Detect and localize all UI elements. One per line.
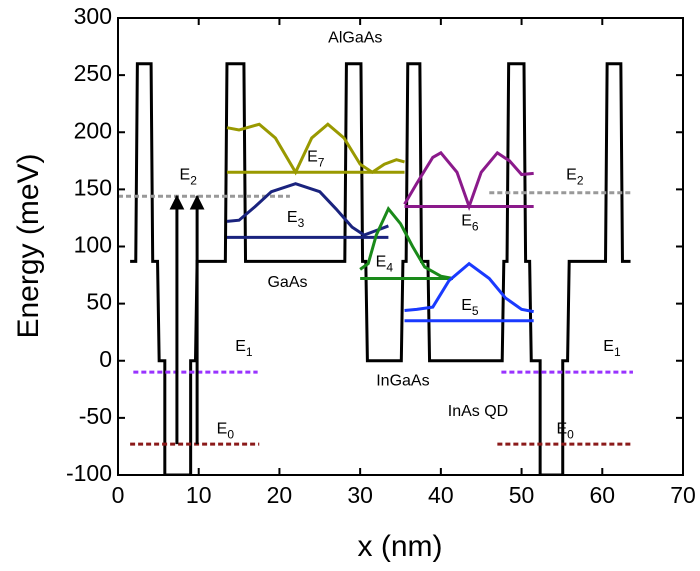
annotation: E6 — [461, 213, 479, 234]
annotation-subscript: 3 — [298, 216, 305, 230]
curve — [404, 261, 534, 314]
annotation-text: E — [287, 209, 298, 226]
curve — [226, 122, 405, 176]
annotation-subscript: 2 — [577, 174, 584, 188]
annotation: GaAs — [267, 274, 307, 291]
y-tick-label: 100 — [74, 232, 112, 258]
annotation: InAs QD — [448, 403, 508, 420]
annotation: E2 — [180, 167, 198, 188]
annotation: E3 — [287, 209, 305, 230]
annotation: E1 — [603, 338, 621, 359]
x-tick-label: 10 — [186, 482, 212, 508]
x-tick-label: 0 — [112, 482, 125, 508]
annotation: E4 — [376, 254, 394, 275]
y-tick-label: 150 — [74, 174, 112, 200]
annotation-text: E — [566, 167, 577, 184]
annotation-text: E — [603, 338, 614, 355]
annotation-subscript: 0 — [567, 427, 574, 441]
annotation-subscript: 2 — [190, 174, 197, 188]
annotation-text: InAs QD — [448, 403, 508, 420]
x-tick-label: 20 — [267, 482, 293, 508]
annotation-subscript: 7 — [318, 156, 325, 170]
annotation: E0 — [556, 421, 574, 442]
annotation-text: GaAs — [267, 274, 307, 291]
annotation-text: E — [461, 213, 472, 230]
y-tick-label: -50 — [79, 403, 112, 429]
annotation-text: AlGaAs — [328, 30, 382, 47]
x-tick-label: 30 — [347, 482, 373, 508]
annotation-subscript: 5 — [472, 304, 479, 318]
x-tick-label: 50 — [509, 482, 535, 508]
y-tick-label: 300 — [74, 3, 112, 29]
annotation-subscript: 6 — [472, 220, 479, 234]
x-tick-label: 70 — [670, 482, 696, 508]
annotation-text: E — [217, 421, 228, 438]
annotation-text: E — [556, 421, 567, 438]
curve — [403, 150, 534, 212]
y-tick-label: -100 — [66, 460, 112, 486]
curve — [226, 182, 389, 237]
y-tick-label: 250 — [74, 60, 112, 86]
annotation-text: E — [235, 338, 246, 355]
curve — [130, 62, 631, 475]
annotation-text: E — [461, 297, 472, 314]
annotation: E7 — [307, 149, 325, 170]
annotation: AlGaAs — [328, 30, 382, 47]
annotation-subscript: 1 — [614, 345, 621, 359]
plot-frame — [117, 17, 684, 476]
annotation-text: InGaAs — [376, 373, 429, 390]
curve — [359, 205, 454, 280]
annotation: E5 — [461, 297, 479, 318]
annotation: InGaAs — [376, 373, 429, 390]
x-tick-label: 40 — [428, 482, 454, 508]
annotation-text: E — [180, 167, 191, 184]
annotation-subscript: 4 — [386, 261, 393, 275]
annotation: E1 — [235, 338, 253, 359]
annotation-text: E — [307, 149, 318, 166]
y-tick-label: 50 — [86, 289, 112, 315]
y-tick-label: 0 — [99, 346, 112, 372]
y-axis-title: Energy (meV) — [12, 153, 45, 338]
annotation-subscript: 0 — [227, 427, 234, 441]
x-tick-label: 60 — [589, 482, 615, 508]
annotation: E0 — [217, 421, 235, 442]
annotation: E2 — [566, 167, 584, 188]
plot-area — [118, 62, 633, 475]
annotation-text: E — [376, 254, 387, 271]
x-axis-title: x (nm) — [358, 530, 443, 563]
y-tick-label: 200 — [74, 117, 112, 143]
annotation-subscript: 1 — [246, 345, 253, 359]
